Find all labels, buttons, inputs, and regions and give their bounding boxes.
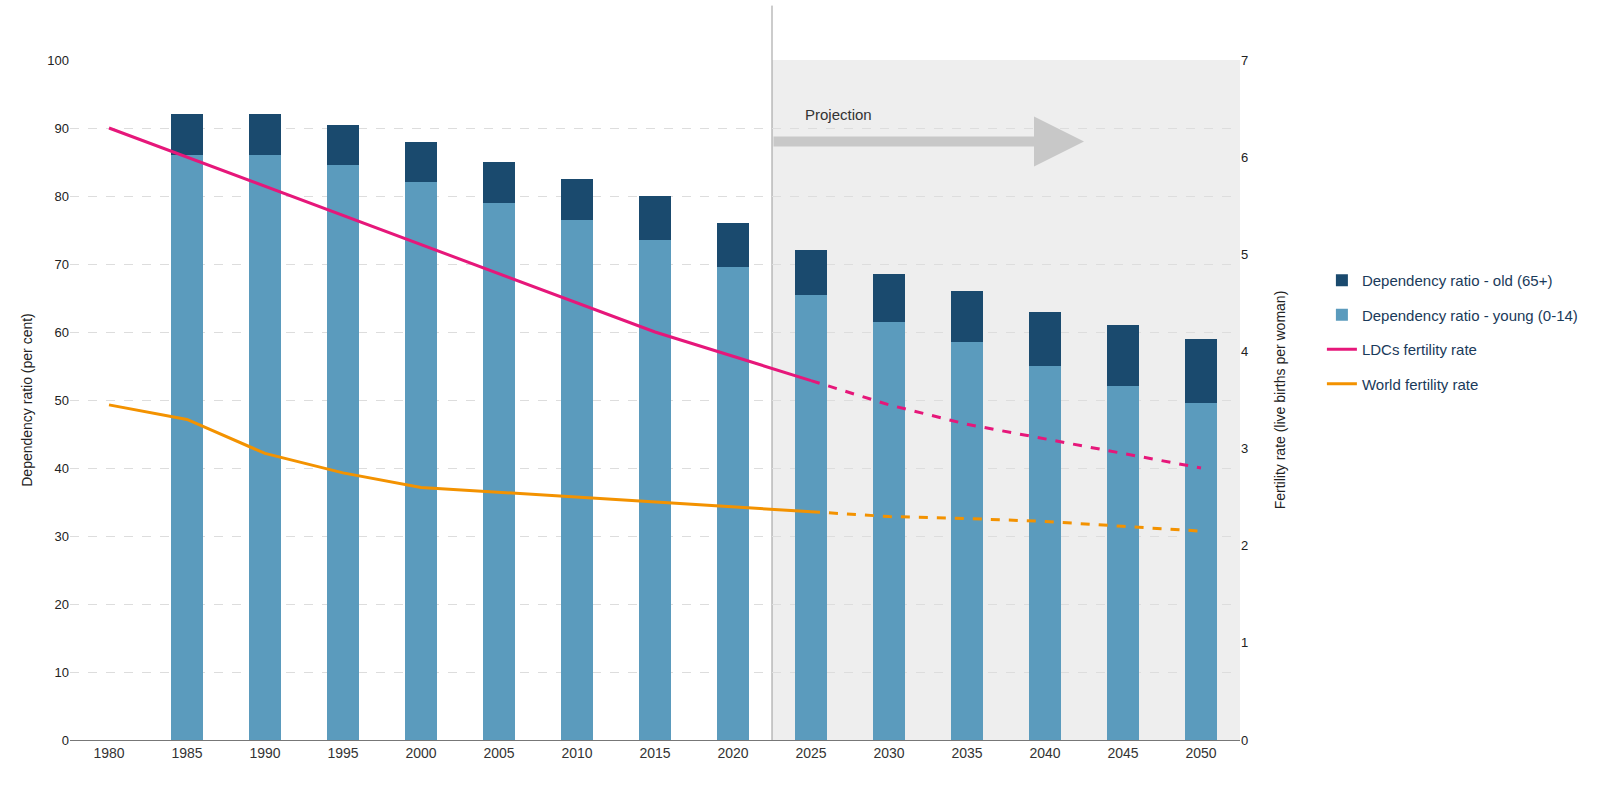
svg-text:2040: 2040	[1029, 745, 1060, 761]
svg-text:6: 6	[1241, 150, 1248, 165]
svg-text:10: 10	[55, 665, 69, 680]
svg-text:30: 30	[55, 529, 69, 544]
svg-text:70: 70	[55, 257, 69, 272]
svg-text:2045: 2045	[1107, 745, 1138, 761]
svg-text:1980: 1980	[93, 745, 124, 761]
svg-text:World fertility rate: World fertility rate	[1362, 376, 1478, 393]
svg-text:Projection: Projection	[805, 106, 872, 123]
svg-text:50: 50	[55, 393, 69, 408]
svg-text:80: 80	[55, 189, 69, 204]
svg-text:Dependency ratio - old (65+): Dependency ratio - old (65+)	[1362, 272, 1553, 289]
svg-text:2000: 2000	[405, 745, 436, 761]
svg-text:0: 0	[62, 733, 69, 748]
svg-text:90: 90	[55, 121, 69, 136]
svg-text:7: 7	[1241, 53, 1248, 68]
svg-text:2: 2	[1241, 538, 1248, 553]
svg-text:2050: 2050	[1185, 745, 1216, 761]
svg-text:Dependency ratio - young (0-14: Dependency ratio - young (0-14)	[1362, 307, 1578, 324]
svg-text:Fertility rate (live births pe: Fertility rate (live births per woman)	[1272, 291, 1288, 510]
svg-text:100: 100	[47, 53, 69, 68]
svg-text:20: 20	[55, 597, 69, 612]
svg-text:2030: 2030	[873, 745, 904, 761]
svg-text:0: 0	[1241, 733, 1248, 748]
svg-text:1: 1	[1241, 635, 1248, 650]
svg-text:2010: 2010	[561, 745, 592, 761]
svg-text:40: 40	[55, 461, 69, 476]
svg-text:4: 4	[1241, 344, 1248, 359]
svg-text:1995: 1995	[327, 745, 358, 761]
svg-text:60: 60	[55, 325, 69, 340]
svg-text:2005: 2005	[483, 745, 514, 761]
svg-text:3: 3	[1241, 441, 1248, 456]
svg-text:2020: 2020	[717, 745, 748, 761]
svg-text:5: 5	[1241, 247, 1248, 262]
svg-text:2015: 2015	[639, 745, 670, 761]
svg-text:1985: 1985	[171, 745, 202, 761]
svg-text:1990: 1990	[249, 745, 280, 761]
svg-text:Dependency ratio (per cent): Dependency ratio (per cent)	[19, 313, 35, 487]
svg-text:LDCs fertility rate: LDCs fertility rate	[1362, 341, 1477, 358]
svg-text:2035: 2035	[951, 745, 982, 761]
svg-text:2025: 2025	[795, 745, 826, 761]
